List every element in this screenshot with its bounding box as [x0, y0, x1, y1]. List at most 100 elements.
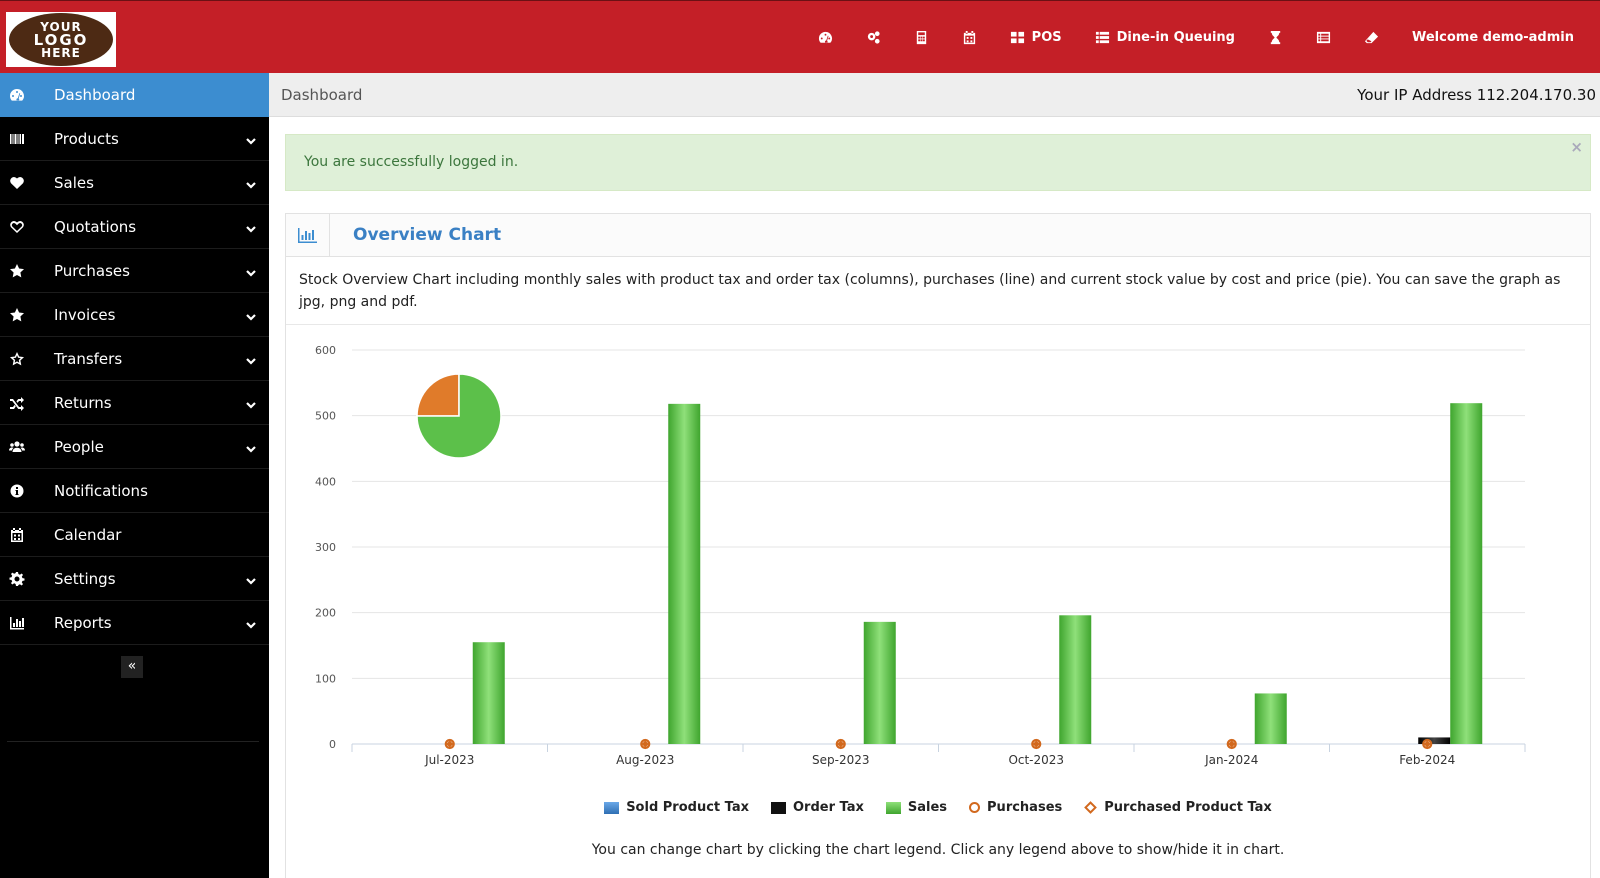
legend-label: Purchases: [987, 800, 1063, 815]
alert-message: You are successfully logged in.: [304, 154, 519, 170]
sidebar-item-label: Quotations: [54, 217, 137, 236]
sidebar-item-label: Returns: [54, 393, 112, 412]
legend-item-sold-product-tax[interactable]: Sold Product Tax: [604, 800, 749, 815]
pie-slice[interactable]: [416, 373, 460, 417]
logo[interactable]: YOUR LOGO HERE: [6, 12, 116, 67]
nav-settings-button[interactable]: [866, 30, 881, 45]
panel-icon-box: [286, 214, 330, 256]
sidebar-item-label: Settings: [54, 569, 116, 588]
logo-line-2: LOGO: [33, 31, 89, 49]
legend-swatch: [771, 801, 786, 814]
star-outline-icon: [9, 351, 25, 367]
sidebar-item-label: People: [54, 437, 104, 456]
chevron-down-icon: [245, 353, 257, 365]
legend-item-purchases[interactable]: Purchases: [969, 800, 1062, 815]
nav-eraser-button[interactable]: [1364, 30, 1379, 45]
bar-sales[interactable]: [1059, 615, 1092, 744]
y-tick-label: 0: [329, 738, 336, 751]
sidebar-item-notifications[interactable]: Notifications: [0, 469, 269, 513]
sidebar-item-label: Reports: [54, 613, 112, 632]
sidebar-item-invoices[interactable]: Invoices: [0, 293, 269, 337]
legend-label: Order Tax: [793, 800, 864, 815]
pie-slice[interactable]: [416, 373, 502, 459]
sidebar-item-calendar[interactable]: Calendar: [0, 513, 269, 557]
sidebar-item-label: Sales: [54, 173, 94, 192]
overview-chart-panel: Overview Chart Stock Overview Chart incl…: [285, 213, 1591, 878]
sidebar-item-transfers[interactable]: Transfers: [0, 337, 269, 381]
sidebar-item-settings[interactable]: Settings: [0, 557, 269, 601]
bar-sales[interactable]: [1254, 693, 1287, 744]
sidebar-item-purchases[interactable]: Purchases: [0, 249, 269, 293]
heart-icon: [9, 175, 25, 191]
bar-sales[interactable]: [863, 621, 896, 744]
nav-calendar-button[interactable]: [962, 30, 977, 45]
sidebar-item-products[interactable]: Products: [0, 117, 269, 161]
bar-sales[interactable]: [472, 642, 505, 744]
sidebar-collapse-button[interactable]: «: [121, 656, 143, 678]
legend-item-purchased-product-tax[interactable]: Purchased Product Tax: [1084, 800, 1272, 815]
marker-purchased-product-tax[interactable]: [641, 740, 649, 748]
chevron-down-icon: [245, 309, 257, 321]
breadcrumb: Dashboard Your IP Address 112.204.170.30: [269, 73, 1600, 117]
calculator-icon: [916, 30, 926, 45]
success-alert: You are successfully logged in. ×: [285, 134, 1591, 191]
x-tick-label: Sep-2023: [812, 753, 870, 767]
sidebar-item-label: Calendar: [54, 525, 122, 544]
x-tick-label: Jan-2024: [1204, 753, 1258, 767]
overview-chart: 0 100 200 300 400 500 600 Jul-2023 Aug-2023 Sep-…: [285, 325, 1591, 825]
legend-swatch: [885, 801, 901, 814]
nav-pos-label: POS: [1031, 30, 1062, 45]
sidebar-item-people[interactable]: People: [0, 425, 269, 469]
cog-icon: [9, 571, 25, 587]
chevron-down-icon: [245, 617, 257, 629]
nav-pos-button[interactable]: POS: [1010, 30, 1062, 45]
nav-list-alt-button[interactable]: [1316, 30, 1331, 45]
bar-chart-icon: [9, 615, 25, 631]
welcome-user-menu[interactable]: Welcome demo-admin: [1412, 30, 1574, 45]
heart-outline-icon: [9, 219, 25, 235]
sidebar-item-label: Dashboard: [54, 86, 136, 104]
legend-item-sales[interactable]: Sales: [885, 800, 948, 815]
nav-calculator-button[interactable]: [914, 30, 929, 45]
y-tick-label: 500: [315, 410, 336, 423]
star-icon: [9, 307, 25, 323]
y-tick-label: 300: [315, 541, 336, 554]
barcode-icon: [9, 131, 25, 147]
calendar-icon: [963, 30, 975, 45]
legend-label: Sales: [907, 800, 948, 815]
top-nav: POS Dine-in Queuing Welcome demo-admin: [785, 1, 1574, 74]
sidebar-item-label: Purchases: [54, 261, 130, 280]
bar-order-tax[interactable]: [1418, 737, 1451, 744]
marker-purchased-product-tax[interactable]: [446, 740, 454, 748]
y-tick-label: 400: [315, 475, 336, 488]
bar-sales[interactable]: [668, 403, 701, 744]
hourglass-icon: [1270, 30, 1281, 45]
sidebar-item-label: Products: [54, 129, 119, 148]
nav-dashboard-button[interactable]: [818, 30, 833, 45]
ip-address-text: Your IP Address 112.204.170.30: [1357, 86, 1596, 104]
y-tick-label: 200: [315, 607, 336, 620]
chart-legend: Sold Product Tax Order Tax Sales Purchas…: [285, 800, 1591, 815]
sidebar-item-quotations[interactable]: Quotations: [0, 205, 269, 249]
legend-swatch: [604, 801, 620, 814]
legend-item-order-tax[interactable]: Order Tax: [771, 800, 864, 815]
panel-description: Stock Overview Chart including monthly s…: [299, 272, 1561, 310]
star-icon: [9, 263, 25, 279]
sidebar-item-returns[interactable]: Returns: [0, 381, 269, 425]
sidebar-divider: [7, 741, 259, 742]
panel-title: Overview Chart: [353, 225, 502, 245]
sidebar-item-dashboard[interactable]: Dashboard: [0, 73, 269, 117]
page-title: Dashboard: [281, 86, 363, 104]
alert-close-button[interactable]: ×: [1570, 138, 1583, 156]
sidebar-item-label: Notifications: [54, 481, 148, 500]
welcome-label: Welcome demo-admin: [1411, 30, 1574, 45]
chevron-down-icon: [245, 573, 257, 585]
sidebar-item-sales[interactable]: Sales: [0, 161, 269, 205]
marker-purchased-product-tax[interactable]: [837, 740, 845, 748]
logo-line-1: YOUR: [40, 20, 82, 34]
sidebar-item-reports[interactable]: Reports: [0, 601, 269, 645]
nav-hourglass-button[interactable]: [1268, 30, 1283, 45]
nav-dine-in-queuing-button[interactable]: Dine-in Queuing: [1095, 30, 1235, 45]
legend-swatch: [969, 802, 981, 813]
bar-sales[interactable]: [1450, 403, 1483, 744]
